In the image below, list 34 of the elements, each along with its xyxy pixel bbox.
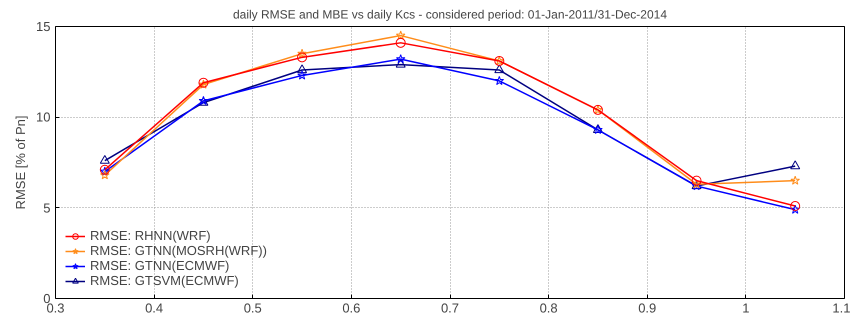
y-tick-label: 5 [43, 200, 51, 216]
legend-label: RMSE: RHNN(WRF) [90, 228, 211, 243]
point [297, 64, 308, 74]
y-tick-label: 10 [36, 110, 51, 125]
point [790, 204, 800, 214]
point [494, 64, 504, 74]
point [297, 52, 308, 62]
x-tick-label: 0.9 [638, 300, 656, 316]
point [790, 176, 800, 185]
x-tick-label: 0.7 [440, 300, 460, 316]
x-tick-label: 0.6 [342, 300, 360, 316]
point [396, 38, 406, 48]
x-tick-label: 0.5 [244, 300, 262, 316]
point [396, 54, 406, 64]
y-tick-label: 15 [36, 19, 51, 34]
x-tick-label: 1.1 [832, 300, 850, 316]
legend-label: RMSE: GTNN(ECMWF) [90, 258, 230, 273]
point [396, 58, 406, 68]
point [297, 48, 307, 58]
legend-label: RMSE: GTNN(MOSRH(WRF)) [90, 243, 267, 258]
legend-label: RMSE: GTSVM(ECMWF) [90, 273, 239, 288]
point [297, 70, 307, 80]
point [396, 30, 406, 40]
chart-title: daily RMSE and MBE vs daily Kcs - considered period: 01-Jan-2011/31-Dec-2014 [233, 8, 668, 22]
point [790, 201, 800, 212]
x-tick-label: 0.8 [540, 300, 558, 316]
point [494, 76, 504, 86]
x-tick-label: 0.4 [145, 300, 164, 316]
point [790, 160, 800, 170]
y-axis-title: RMSE [% of Pn] [13, 116, 28, 210]
point [100, 154, 110, 164]
point [692, 176, 702, 186]
x-tick-label: 1 [742, 300, 750, 316]
point [100, 170, 110, 180]
